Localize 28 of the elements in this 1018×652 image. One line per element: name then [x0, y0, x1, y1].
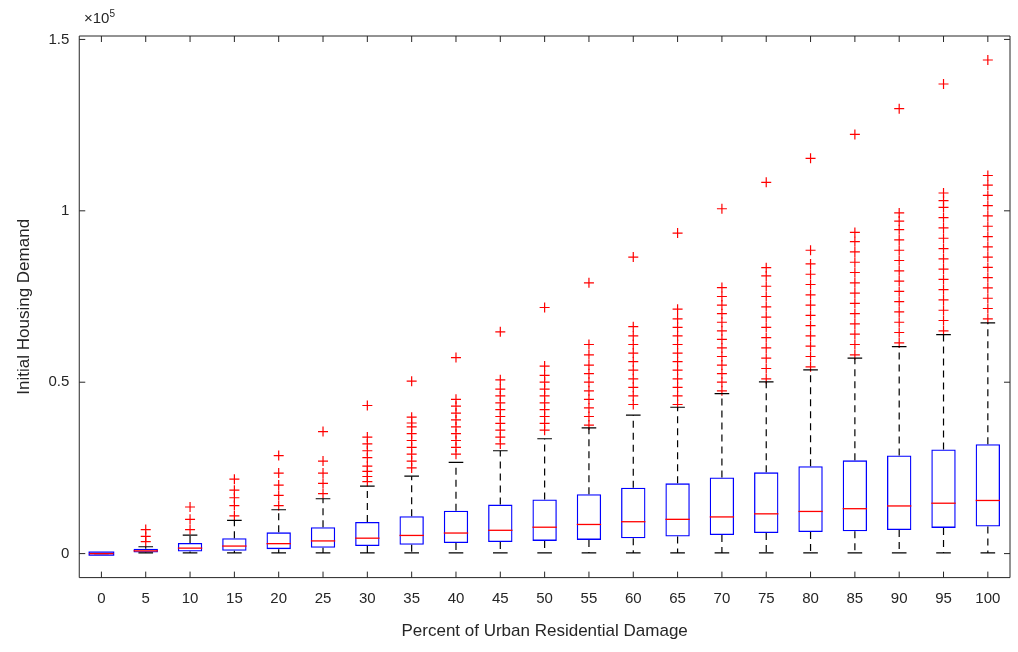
x-tick-label: 95: [935, 588, 952, 606]
x-tick-label: 25: [314, 588, 332, 606]
x-tick-label: 40: [447, 588, 465, 606]
x-tick-label: 20: [270, 588, 288, 606]
x-tick-label: 30: [359, 588, 376, 606]
x-tick-label: 60: [624, 588, 642, 606]
y-tick-label: 1.5: [48, 29, 70, 47]
y-axis-title: Initial Housing Demand: [13, 218, 33, 395]
x-tick-label: 75: [757, 588, 775, 606]
text: ×10$^{5}$: [84, 8, 116, 26]
x-tick-label: 10: [181, 588, 199, 606]
x-axis-title: Percent of Urban Residential Damage: [401, 621, 688, 641]
x-tick-label: 15: [226, 588, 243, 606]
x-tick-label: 65: [669, 588, 686, 606]
x-tick-label: 100: [975, 588, 1001, 606]
x-tick-label: 55: [580, 588, 598, 606]
x-tick-label: 45: [491, 588, 509, 606]
x-tick-label: 5: [141, 588, 150, 606]
x-tick-label: 70: [713, 588, 731, 606]
x-tick-label: 90: [890, 588, 908, 606]
x-tick-label: 0: [97, 588, 106, 606]
x-tick-label: 85: [846, 588, 864, 606]
y-tick-label: 0.5: [48, 372, 70, 390]
y-tick-label: 1: [60, 200, 70, 218]
x-tick-label: 50: [536, 588, 553, 606]
x-tick-label: 80: [802, 588, 819, 606]
y-tick-label: 0: [60, 543, 70, 561]
x-tick-label: 35: [403, 588, 421, 606]
